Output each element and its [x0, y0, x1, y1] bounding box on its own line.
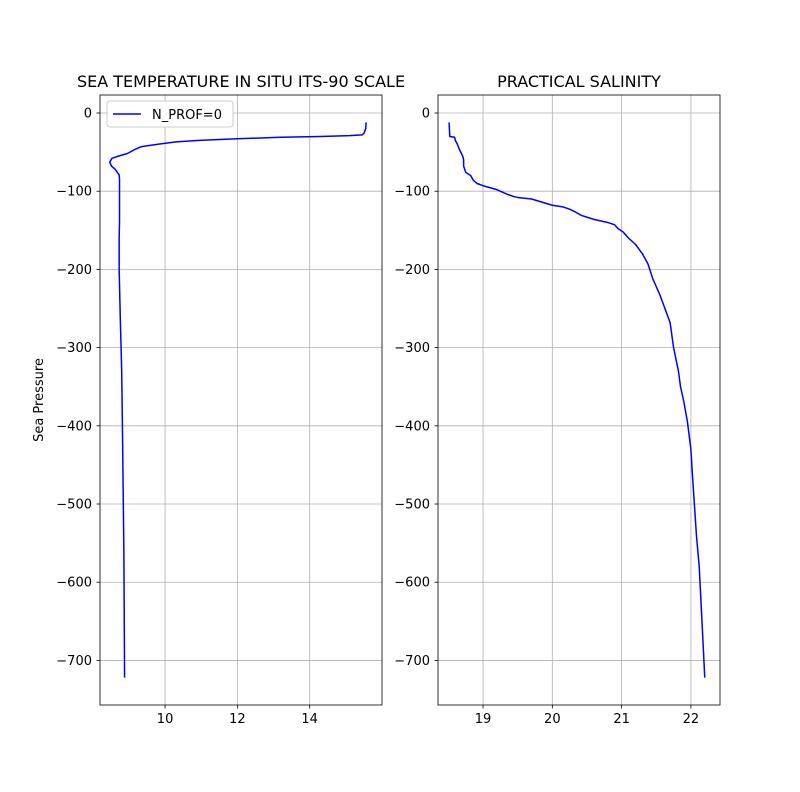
y-axis-label: Sea Pressure	[32, 358, 47, 442]
salinity-x-tick-label: 21	[613, 712, 630, 727]
legend-label: N_PROF=0	[152, 108, 222, 123]
temperature-y-tick-label: 0	[84, 106, 92, 121]
salinity-y-tick-label: −100	[394, 185, 430, 200]
temperature-x-tick-label: 10	[157, 712, 174, 727]
temperature-y-ticks: 0 −100 −200 −300 −400 −500 −600 −700	[56, 106, 100, 669]
salinity-y-tick-label: −500	[394, 498, 430, 513]
temperature-title: SEA TEMPERATURE IN SITU ITS-90 SCALE	[77, 72, 405, 91]
temperature-y-tick-label: −500	[56, 498, 92, 513]
salinity-y-tick-label: −400	[394, 419, 430, 434]
salinity-panel: 19 20 21 22 0 −100 −200 −300 −400 −500 −600 −700 P…	[394, 72, 721, 727]
salinity-y-tick-label: −200	[394, 263, 430, 278]
salinity-x-ticks: 19 20 21 22	[475, 705, 699, 727]
temperature-y-tick-label: −400	[56, 419, 92, 434]
salinity-y-tick-label: −700	[394, 654, 430, 669]
temperature-profile-line	[109, 122, 367, 678]
salinity-y-tick-label: 0	[422, 106, 430, 121]
salinity-x-tick-label: 19	[475, 712, 492, 727]
salinity-y-tick-label: −600	[394, 576, 430, 591]
temperature-y-tick-label: −100	[56, 185, 92, 200]
temperature-x-tick-label: 12	[229, 712, 246, 727]
temperature-x-tick-label: 14	[301, 712, 318, 727]
salinity-y-tick-label: −300	[394, 341, 430, 356]
temperature-y-tick-label: −200	[56, 263, 92, 278]
legend-box	[106, 100, 234, 128]
salinity-axes-frame	[437, 94, 721, 706]
salinity-title: PRACTICAL SALINITY	[497, 72, 661, 91]
salinity-x-tick-label: 20	[544, 712, 561, 727]
salinity-y-ticks: 0 −100 −200 −300 −400 −500 −600 −700	[394, 106, 438, 669]
salinity-x-tick-label: 22	[683, 712, 700, 727]
temperature-x-ticks: 10 12 14	[157, 705, 318, 727]
temperature-axes-frame	[99, 94, 383, 706]
temperature-y-tick-label: −700	[56, 654, 92, 669]
temperature-y-tick-label: −600	[56, 576, 92, 591]
legend: N_PROF=0	[106, 100, 234, 128]
temperature-panel: 10 12 14 0 −100 −200 −300 −400 −500 −600 −700 SEA…	[32, 72, 405, 727]
temperature-y-tick-label: −300	[56, 341, 92, 356]
salinity-profile-line	[448, 122, 706, 678]
temperature-grid	[100, 95, 382, 705]
